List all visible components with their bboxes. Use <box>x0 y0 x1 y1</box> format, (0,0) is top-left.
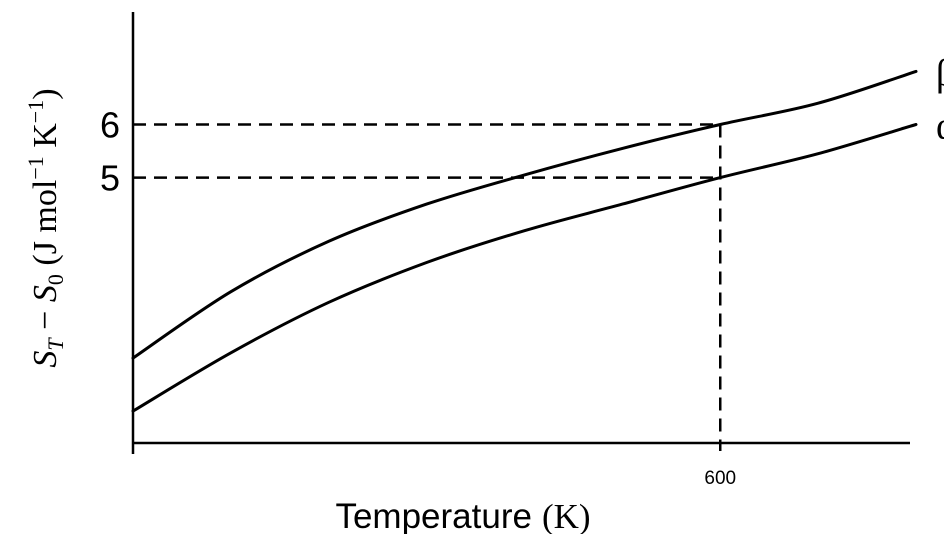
y-label-unit-mid: K <box>27 123 64 157</box>
x-tick-label-600: 600 <box>704 468 736 489</box>
y-label-s2: S <box>27 285 64 302</box>
series-line-1 <box>131 69 918 360</box>
y-label-sub1: T <box>43 337 68 351</box>
series-label-2: α <box>936 105 944 147</box>
y-label-minus: − <box>27 302 64 338</box>
y-label-sub2: 0 <box>43 274 68 285</box>
y-label-exp1: −1 <box>23 156 48 179</box>
x-axis-label-unit: (K) <box>542 497 591 534</box>
series-line-2 <box>131 123 918 413</box>
plot-area: βα 5 6 600 <box>100 52 944 489</box>
x-axis-label: Temperature (K) <box>335 497 590 534</box>
y-label-unit-open: (J mol <box>27 180 64 274</box>
y-label-unit-close: ) <box>27 88 64 99</box>
series-label-1: β <box>936 52 944 94</box>
y-label-s1: S <box>27 351 64 368</box>
x-axis-label-word: Temperature <box>335 497 531 534</box>
y-axis-label: ST − S0 (J mol−1 K−1) <box>23 88 68 367</box>
y-tick-label-5: 5 <box>100 158 120 199</box>
y-tick-label-6: 6 <box>100 104 120 145</box>
y-label-exp2: −1 <box>23 100 48 123</box>
